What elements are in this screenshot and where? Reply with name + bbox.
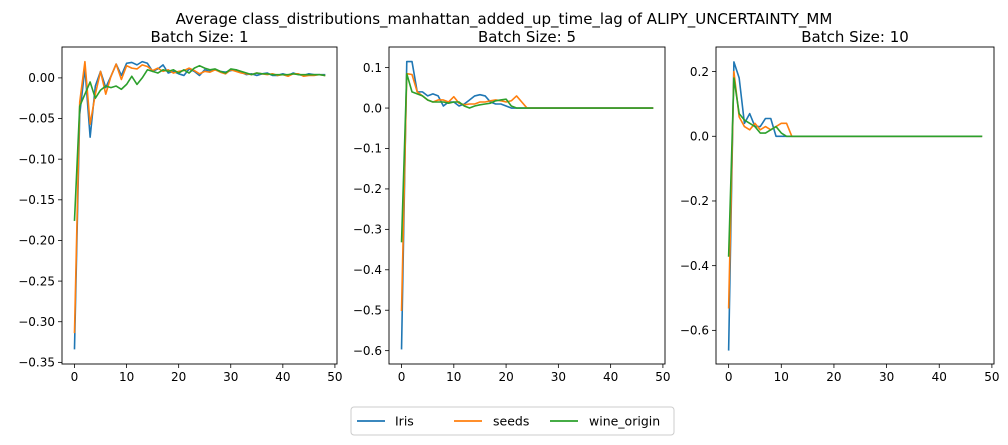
x-tick-label: 50 <box>984 370 999 384</box>
x-tick-label: 20 <box>498 370 513 384</box>
series-line-iris <box>727 61 983 351</box>
axes-frame <box>388 46 666 365</box>
x-tick-label: 0 <box>398 370 406 384</box>
legend-label-seeds: seeds <box>493 414 529 429</box>
y-tick-label: −0.30 <box>18 315 55 329</box>
figure-title: Average class_distributions_manhattan_ad… <box>176 10 833 29</box>
y-tick-label: −0.4 <box>680 259 709 273</box>
y-tick-label: −0.35 <box>18 356 55 370</box>
x-tick-label: 0 <box>725 370 733 384</box>
series-line-iris <box>400 60 654 350</box>
y-tick-label: −0.20 <box>18 234 55 248</box>
x-tick-label: 40 <box>932 370 947 384</box>
x-tick-label: 10 <box>774 370 789 384</box>
y-tick-label: −0.4 <box>353 263 382 277</box>
x-tick-label: 20 <box>826 370 841 384</box>
x-tick-label: 50 <box>327 370 342 384</box>
y-tick-label: −0.3 <box>353 223 382 237</box>
series-line-wine-origin <box>400 72 654 243</box>
axes-frame <box>61 46 338 365</box>
plot-area <box>727 61 983 351</box>
x-tick-label: 40 <box>275 370 290 384</box>
y-tick-label: 0.1 <box>363 61 382 75</box>
x-tick-label: 50 <box>655 370 670 384</box>
axes-frame <box>715 46 995 365</box>
subplot-batch-size-10: Batch Size: 10 0 10 20 30 40 50 −0.6 −0.4 −0.2 0.… <box>680 28 1000 384</box>
y-tick-label: 0.2 <box>690 65 709 79</box>
series-line-seeds <box>400 72 654 312</box>
x-tick-label: 10 <box>446 370 461 384</box>
series-line-iris <box>73 60 326 350</box>
y-tick-label: −0.10 <box>18 152 55 166</box>
y-tick-label: −0.05 <box>18 112 55 126</box>
y-tick-label: −0.2 <box>353 182 382 196</box>
legend-label-iris: Iris <box>395 414 414 429</box>
x-tick-label: 10 <box>119 370 134 384</box>
x-tick-label: 20 <box>171 370 186 384</box>
y-tick-label: −0.2 <box>680 194 709 208</box>
subplot-batch-size-1: Batch Size: 1 0 10 20 30 40 50 −0.35 −0.30 −0.25… <box>18 28 342 384</box>
y-tick-label: −0.5 <box>353 303 382 317</box>
y-tick-label: −0.15 <box>18 193 55 207</box>
y-tick-label: −0.6 <box>353 344 382 358</box>
subplot-batch-size-5: Batch Size: 5 0 10 20 30 40 50 −0.6 −0.5 −0.4 −0.… <box>353 28 671 384</box>
y-tick-label: 0.0 <box>363 101 382 115</box>
plot-area <box>400 60 654 350</box>
y-tick-label: −0.25 <box>18 274 55 288</box>
y-tick-label: 0.0 <box>690 129 709 143</box>
series-line-seeds <box>73 60 326 334</box>
x-tick-label: 30 <box>223 370 238 384</box>
legend: Iris seeds wine_origin <box>350 406 675 436</box>
x-tick-label: 30 <box>551 370 566 384</box>
subplot-title: Batch Size: 5 <box>478 28 576 46</box>
y-tick-label: −0.1 <box>353 142 382 156</box>
plot-area <box>73 60 326 350</box>
subplot-title: Batch Size: 1 <box>150 28 248 46</box>
series-line-wine-origin <box>727 77 983 257</box>
legend-frame <box>350 406 675 436</box>
legend-label-wine-origin: wine_origin <box>589 414 660 429</box>
y-tick-label: 0.00 <box>28 71 55 85</box>
subplot-title: Batch Size: 10 <box>801 28 909 46</box>
series-line-wine-origin <box>73 64 326 221</box>
x-tick-label: 30 <box>879 370 894 384</box>
series-line-seeds <box>727 70 983 309</box>
y-tick-label: −0.6 <box>680 324 709 338</box>
x-tick-label: 40 <box>603 370 618 384</box>
x-tick-label: 0 <box>71 370 79 384</box>
